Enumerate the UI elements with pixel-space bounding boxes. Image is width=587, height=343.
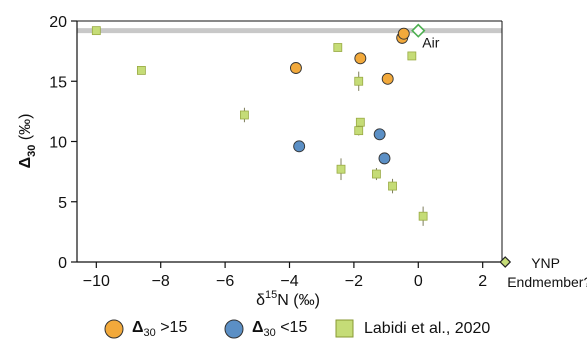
x-tick-label: −4 — [280, 273, 298, 290]
labidi-data-point — [388, 181, 397, 191]
y-tick-label: 10 — [49, 135, 67, 152]
y-tick-label: 15 — [49, 74, 67, 91]
low-d30-data-point — [378, 152, 391, 165]
high-d30-data-point — [354, 52, 367, 65]
air-diamond-marker — [411, 23, 426, 38]
labidi-data-point — [91, 26, 101, 36]
low-d30-data-point — [373, 128, 386, 141]
x-tick-label: −6 — [216, 273, 234, 290]
high-d30-data-point — [289, 62, 302, 74]
labidi-data-point — [333, 43, 343, 52]
high-d30-data-point — [397, 27, 410, 40]
labidi-data-point — [354, 126, 364, 136]
low-d30-data-point — [293, 140, 306, 153]
green-square-icon — [335, 319, 354, 338]
blue-circle-icon — [224, 319, 244, 339]
legend: Δ30 >15 Δ30 <15 Labidi et al., 2020 — [0, 314, 587, 343]
labidi-data-point — [336, 164, 346, 174]
y-tick-label: 0 — [58, 255, 67, 272]
labidi-data-point — [354, 76, 364, 86]
ynp-diamond-marker — [499, 256, 512, 268]
air-label: Air — [422, 35, 439, 51]
x-tick-label: −2 — [345, 273, 363, 290]
legend-label-high: Δ30 >15 — [132, 318, 188, 340]
labidi-data-point — [240, 110, 249, 120]
labidi-data-point — [355, 117, 365, 127]
x-tick-label: −8 — [152, 273, 170, 290]
air-reference-band — [77, 28, 502, 34]
ynp-label-line1: YNP — [531, 255, 560, 271]
legend-item-labidi: Labidi et al., 2020 — [334, 318, 490, 340]
x-tick-label: 0 — [414, 273, 423, 290]
legend-item-low: Δ30 <15 — [222, 318, 307, 340]
labidi-data-point — [418, 211, 428, 221]
y-tick-label: 20 — [49, 14, 67, 31]
x-tick-label: 2 — [478, 273, 487, 290]
x-tick-label: −10 — [83, 273, 110, 290]
legend-label-low: Δ30 <15 — [252, 318, 308, 340]
y-axis-label: Δ30 (‰) — [17, 114, 38, 169]
high-d30-data-point — [381, 72, 394, 85]
ynp-label-line2: Endmember? — [507, 274, 587, 290]
labidi-data-point — [407, 51, 417, 61]
orange-circle-icon — [104, 319, 124, 339]
legend-item-high: Δ30 >15 — [102, 318, 187, 340]
y-tick-label: 5 — [58, 195, 67, 212]
labidi-data-point — [136, 66, 146, 75]
legend-label-labidi: Labidi et al., 2020 — [364, 320, 491, 337]
x-axis-label: δ15N (‰) — [256, 289, 320, 309]
labidi-data-point — [372, 169, 381, 179]
